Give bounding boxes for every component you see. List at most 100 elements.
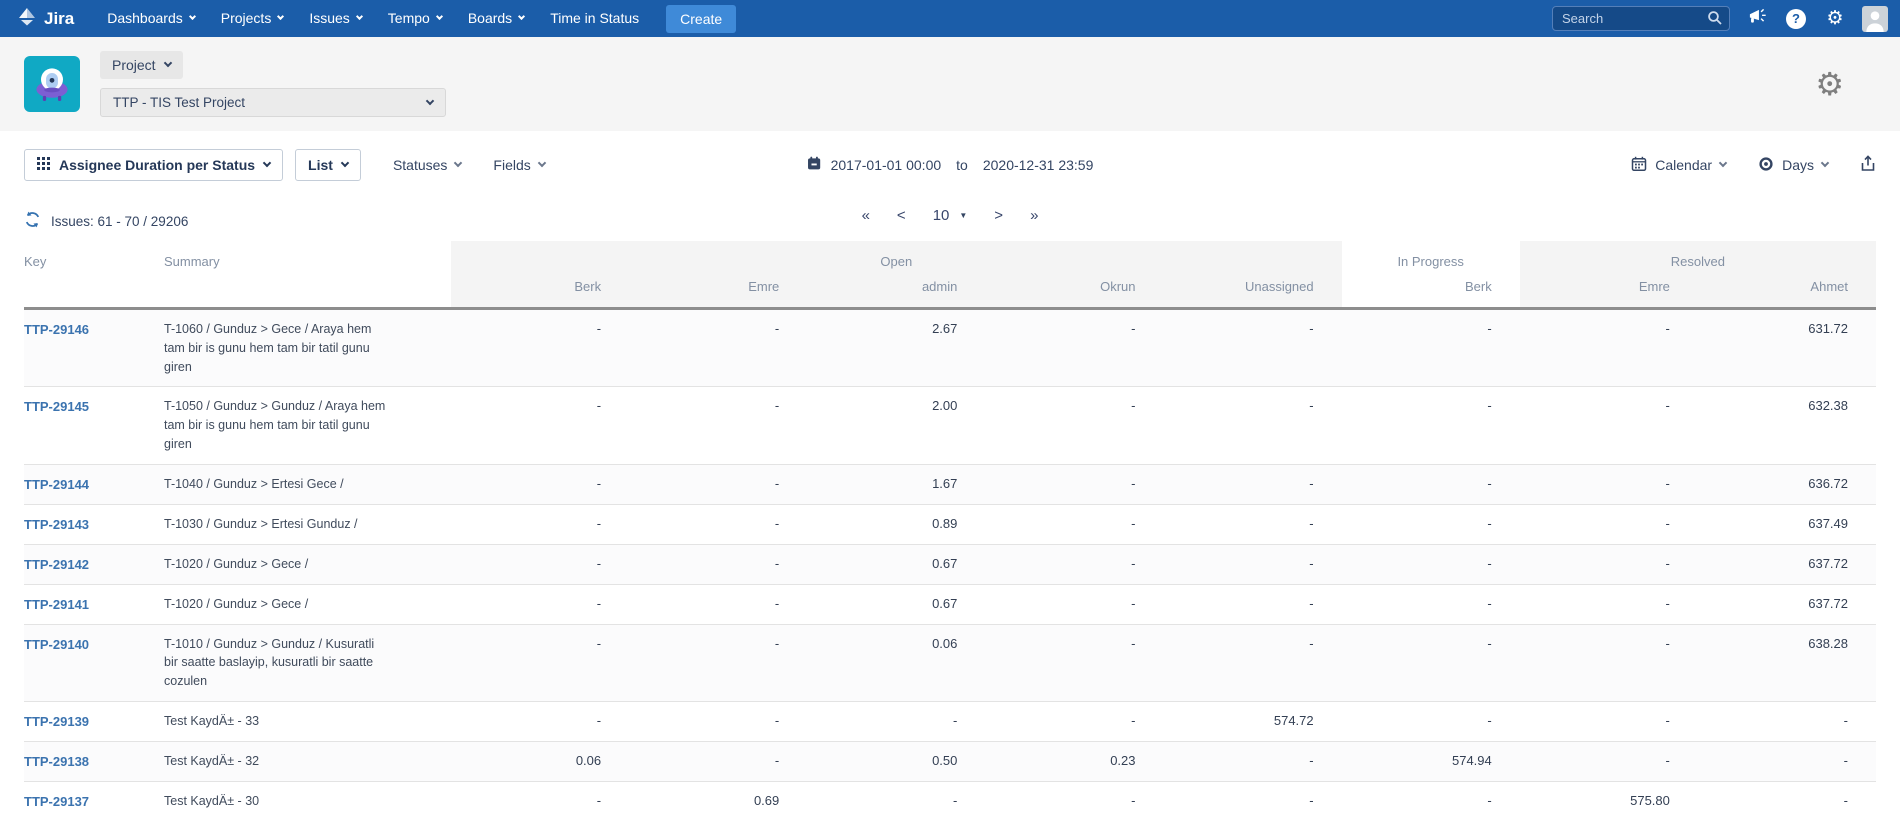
issue-summary-cell: Test KaydÄ± - 30 xyxy=(164,781,451,814)
nav-tempo[interactable]: Tempo xyxy=(375,0,455,37)
view-mode-button[interactable]: List xyxy=(295,149,361,181)
issue-key-cell: TTP-29142 xyxy=(24,544,164,584)
duration-cell: - xyxy=(985,624,1163,701)
issue-summary-cell: Test KaydÄ± - 32 xyxy=(164,741,451,781)
duration-cell: - xyxy=(1520,309,1698,387)
date-to-label: to xyxy=(956,157,968,173)
issue-key-cell: TTP-29143 xyxy=(24,504,164,544)
first-page-button[interactable]: « xyxy=(862,207,870,224)
issue-key-cell: TTP-29138 xyxy=(24,741,164,781)
page-size-dropdown[interactable]: 10 ▼ xyxy=(933,207,968,224)
table-row: TTP-29138Test KaydÄ± - 320.06-0.500.23-5… xyxy=(24,741,1876,781)
chevron-down-icon xyxy=(518,13,525,20)
chevron-down-icon xyxy=(163,59,171,67)
eye-icon xyxy=(1758,156,1774,175)
assignee-column-header: admin xyxy=(807,273,985,309)
issue-key-link[interactable]: TTP-29143 xyxy=(24,517,89,532)
last-page-button[interactable]: » xyxy=(1030,207,1038,224)
help-button[interactable]: ? xyxy=(1784,7,1808,31)
issue-key-link[interactable]: TTP-29139 xyxy=(24,714,89,729)
duration-cell: - xyxy=(451,309,629,387)
calendar-dropdown[interactable]: Calendar xyxy=(1631,156,1726,175)
export-icon xyxy=(1860,155,1876,175)
duration-cell: - xyxy=(1520,464,1698,504)
duration-cell: - xyxy=(1164,387,1342,464)
issue-key-cell: TTP-29145 xyxy=(24,387,164,464)
duration-cell: - xyxy=(1342,624,1520,701)
fields-dropdown[interactable]: Fields xyxy=(493,157,544,173)
chevron-down-icon xyxy=(538,159,546,167)
person-icon xyxy=(1862,6,1888,32)
issue-key-link[interactable]: TTP-29141 xyxy=(24,597,89,612)
project-select[interactable]: TTP - TIS Test Project xyxy=(100,88,446,117)
search-icon xyxy=(1707,10,1723,31)
next-page-button[interactable]: > xyxy=(994,207,1003,224)
duration-cell: - xyxy=(985,464,1163,504)
report-table: KeySummaryOpenIn ProgressResolvedBerkEmr… xyxy=(24,241,1876,814)
time-unit-dropdown[interactable]: Days xyxy=(1758,156,1828,175)
issue-key-link[interactable]: TTP-29145 xyxy=(24,399,89,414)
issue-key-link[interactable]: TTP-29138 xyxy=(24,754,89,769)
table-row: TTP-29146T-1060 / Gunduz > Gece / Araya … xyxy=(24,309,1876,387)
duration-cell: - xyxy=(1520,701,1698,741)
megaphone-icon xyxy=(1748,7,1767,30)
issue-key-link[interactable]: TTP-29140 xyxy=(24,637,89,652)
issue-key-link[interactable]: TTP-29144 xyxy=(24,477,89,492)
nav-dashboards[interactable]: Dashboards xyxy=(94,0,208,37)
duration-cell: - xyxy=(629,504,807,544)
duration-cell: - xyxy=(451,504,629,544)
export-button[interactable] xyxy=(1860,155,1876,175)
issues-count: Issues: 61 - 70 / 29206 xyxy=(51,214,188,229)
report-type-button[interactable]: Assignee Duration per Status xyxy=(24,149,283,181)
nav-time-in-status[interactable]: Time in Status xyxy=(537,0,652,37)
duration-cell: 637.49 xyxy=(1698,504,1876,544)
nav-issues[interactable]: Issues xyxy=(296,0,374,37)
duration-cell: - xyxy=(807,701,985,741)
duration-cell: - xyxy=(985,781,1163,814)
duration-cell: - xyxy=(1342,544,1520,584)
duration-cell: 2.00 xyxy=(807,387,985,464)
chevron-down-icon xyxy=(454,159,462,167)
duration-cell: - xyxy=(985,584,1163,624)
statuses-dropdown[interactable]: Statuses xyxy=(393,157,461,173)
announcements-button[interactable] xyxy=(1745,7,1769,31)
duration-cell: - xyxy=(985,544,1163,584)
issue-key-link[interactable]: TTP-29146 xyxy=(24,322,89,337)
user-avatar[interactable] xyxy=(1862,6,1888,32)
project-scope-button[interactable]: Project xyxy=(100,51,183,79)
duration-cell: - xyxy=(1164,309,1342,387)
navbar-right: ? ⚙ xyxy=(1552,6,1888,32)
nav-boards[interactable]: Boards xyxy=(455,0,537,37)
nav-projects[interactable]: Projects xyxy=(208,0,297,37)
chevron-down-icon xyxy=(189,13,196,20)
duration-cell: - xyxy=(451,781,629,814)
report-settings-gear-icon[interactable]: ⚙ xyxy=(1815,68,1844,100)
issue-summary-cell: T-1020 / Gunduz > Gece / xyxy=(164,584,451,624)
issue-key-cell: TTP-29144 xyxy=(24,464,164,504)
duration-cell: - xyxy=(985,504,1163,544)
duration-cell: 0.23 xyxy=(985,741,1163,781)
assignee-column-header: Berk xyxy=(1342,273,1520,309)
chevron-down-icon xyxy=(1719,159,1727,167)
issue-key-link[interactable]: TTP-29137 xyxy=(24,794,89,809)
issue-summary-cell: Test KaydÄ± - 33 xyxy=(164,701,451,741)
jira-brand[interactable]: Jira xyxy=(16,5,74,32)
refresh-icon[interactable] xyxy=(24,211,41,231)
search-input[interactable] xyxy=(1552,6,1730,31)
duration-cell: - xyxy=(1342,781,1520,814)
create-button[interactable]: Create xyxy=(666,5,736,33)
duration-cell: - xyxy=(629,741,807,781)
prev-page-button[interactable]: < xyxy=(897,207,906,224)
duration-cell: - xyxy=(629,309,807,387)
duration-cell: - xyxy=(1520,741,1698,781)
duration-cell: 636.72 xyxy=(1698,464,1876,504)
help-icon: ? xyxy=(1786,9,1806,29)
date-range[interactable]: 2017-01-01 00:00 to 2020-12-31 23:59 xyxy=(807,156,1094,174)
duration-cell: - xyxy=(1520,544,1698,584)
admin-settings-button[interactable]: ⚙ xyxy=(1823,7,1847,31)
table-subheader-row: BerkEmreadminOkrunUnassignedBerkEmreAhme… xyxy=(24,273,1876,309)
grid-icon xyxy=(37,157,50,173)
project-avatar[interactable] xyxy=(24,56,80,112)
issue-key-link[interactable]: TTP-29142 xyxy=(24,557,89,572)
duration-cell: - xyxy=(451,624,629,701)
